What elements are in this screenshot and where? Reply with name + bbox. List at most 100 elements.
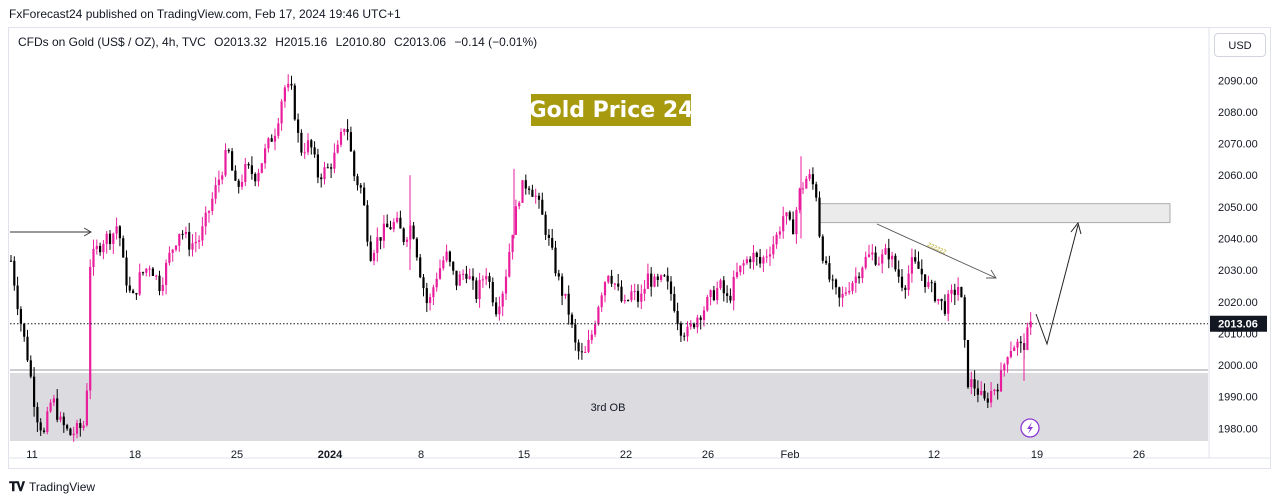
candle-body (752, 252, 755, 263)
candle-body (640, 293, 643, 302)
candle-body (356, 176, 359, 186)
candle-body (458, 274, 461, 286)
candle-body (561, 276, 564, 296)
candle-body (653, 276, 656, 287)
candle-body (557, 273, 560, 277)
candle-body (122, 238, 125, 258)
y-tick-label: 2030.00 (1218, 265, 1258, 277)
candle-body (679, 323, 682, 336)
candle-body (326, 167, 329, 169)
candle-body (330, 167, 333, 169)
candle-body (722, 280, 725, 294)
candle-body (132, 290, 135, 294)
candle-body (973, 379, 976, 389)
order-block-zone (10, 372, 1208, 441)
x-tick-label: 2024 (318, 449, 343, 461)
tradingview-logo-icon: 𝐓𝐕 (9, 479, 25, 494)
candle-body (808, 174, 811, 179)
candle-body (874, 252, 877, 265)
candle-body (805, 178, 808, 189)
x-tick-label: 26 (702, 449, 714, 461)
candle-body (224, 150, 227, 176)
candle-body (541, 199, 544, 215)
candle-body (227, 150, 230, 152)
candle-body (894, 255, 897, 270)
candle-body (201, 226, 204, 241)
y-tick-label: 2070.00 (1218, 139, 1258, 151)
candle-body (62, 416, 65, 426)
candle-body (419, 257, 422, 278)
candle-body (415, 238, 418, 258)
candle-body (627, 300, 630, 302)
candle-body (346, 129, 349, 133)
candle-body (231, 151, 234, 171)
candle-body (425, 288, 428, 304)
candle-body (151, 268, 154, 276)
candle-body (801, 188, 805, 190)
candle-body (920, 268, 923, 275)
candle-body (491, 282, 494, 303)
candle-body (683, 335, 686, 337)
candle-body (871, 252, 874, 255)
candle-body (211, 198, 214, 211)
candle-body (300, 132, 303, 153)
candle-body (270, 138, 273, 142)
candle-body (112, 233, 115, 244)
candle-body (950, 289, 953, 294)
candle-body (399, 217, 402, 229)
candle-body (867, 254, 871, 257)
candle-body (376, 237, 379, 253)
candle-body (118, 226, 121, 239)
candle-body (834, 279, 838, 288)
candle-body (943, 301, 946, 314)
candle-body (537, 195, 541, 200)
candle-body (574, 324, 577, 343)
candle-body (633, 290, 636, 292)
chart-title: Gold Price 24 (529, 98, 694, 123)
candle-body (630, 291, 633, 301)
tradingview-footer[interactable]: 𝐓𝐕 TradingView (9, 479, 95, 495)
x-tick-label: 22 (620, 449, 632, 461)
candle-body (465, 273, 468, 279)
candle-body (650, 273, 653, 287)
candle-body (838, 287, 841, 298)
candle-body (85, 390, 88, 426)
x-tick-label: 25 (231, 449, 243, 461)
candle-body (99, 245, 102, 253)
candle-body (673, 293, 676, 311)
candle-body (396, 217, 399, 223)
chart-frame (8, 27, 1271, 469)
candle-body (303, 152, 306, 154)
candle-body (174, 245, 178, 250)
candle-body (940, 298, 943, 302)
candle-body (1006, 357, 1009, 365)
currency-button[interactable]: USD (1214, 33, 1266, 57)
candle-body (643, 288, 646, 294)
candle-body (478, 279, 481, 299)
candle-body (897, 269, 900, 277)
resistance-zone (818, 203, 1171, 224)
candle-body (105, 233, 108, 244)
candle-body (323, 167, 326, 180)
candle-body (884, 248, 887, 255)
candle-body (904, 287, 907, 290)
candle-body (620, 286, 623, 302)
candle-body (759, 256, 762, 264)
candle-body (13, 260, 16, 286)
ohlc-open: O2013.32 (214, 35, 267, 49)
candle-body (46, 411, 49, 432)
candle-body (1013, 347, 1016, 352)
candle-body (953, 289, 956, 295)
candle-body (138, 272, 141, 295)
candle-body (214, 185, 217, 199)
candle-body (379, 237, 382, 241)
candle-body (584, 351, 587, 353)
candle-body (818, 197, 821, 237)
candle-body (963, 297, 966, 341)
candle-body (432, 287, 435, 298)
x-tick-label: 15 (518, 449, 530, 461)
y-tick-label: 1980.00 (1218, 423, 1258, 435)
candle-body (511, 234, 514, 252)
candle-body (891, 255, 894, 260)
